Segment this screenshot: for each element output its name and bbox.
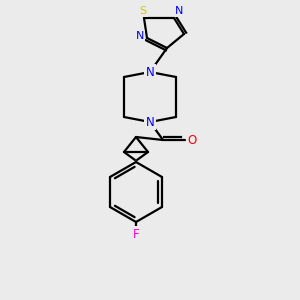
Text: F: F xyxy=(133,227,139,241)
Text: N: N xyxy=(146,65,154,79)
Text: N: N xyxy=(146,116,154,128)
Text: O: O xyxy=(188,134,196,146)
Text: S: S xyxy=(140,6,147,16)
Text: N: N xyxy=(136,31,144,41)
Text: N: N xyxy=(175,6,183,16)
